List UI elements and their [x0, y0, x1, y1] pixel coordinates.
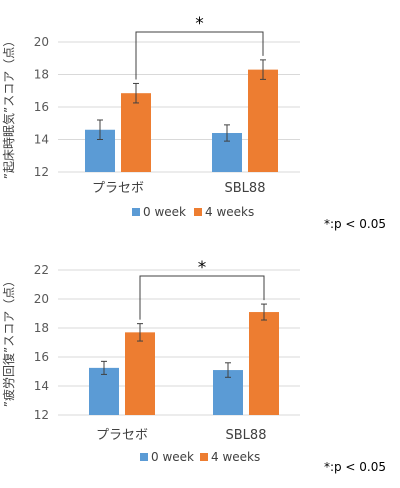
chart-2-bar-placebo-0week: [89, 367, 119, 415]
chart-2-bar-sbl88-4weeks: [249, 312, 279, 415]
chart-1-y-axis: 12 14 16 18 20: [34, 35, 49, 179]
chart-1-legend: 0 week 4 weeks: [132, 205, 254, 219]
chart-1-y-tick-16: 16: [34, 100, 49, 114]
chart-2-y-axis-label: ”疲労回復”スコア（点）: [1, 275, 16, 407]
chart-1-bracket-line: [135, 31, 264, 80]
chart-2-significance-star: *: [198, 258, 207, 278]
chart-1-bars: [85, 59, 278, 172]
chart-2-significance-note: *:p < 0.05: [324, 460, 386, 474]
chart-2-y-tick-18: 18: [34, 321, 49, 335]
chart-1-y-axis-label: ”起床時眠気”スコア（点）: [1, 35, 16, 179]
chart-1-legend-swatch-4weeks: [194, 208, 202, 216]
chart-1-bar-placebo-4weeks: [121, 93, 151, 172]
chart-2-legend-swatch-4weeks: [200, 453, 208, 461]
chart-1-significance-bracket: *: [135, 14, 264, 80]
chart-2-significance-bracket: *: [139, 258, 265, 320]
chart-2-y-tick-16: 16: [34, 350, 49, 364]
chart-2: 12 14 16 18 20 22 * ”疲労回復”スコア（点） プラセボ SBL88 0…: [1, 258, 386, 474]
chart-1-bar-sbl88-4weeks: [248, 69, 278, 172]
chart-2-bracket-line: [139, 275, 265, 320]
chart-2-y-tick-20: 20: [34, 292, 49, 306]
chart-2-y-tick-14: 14: [34, 379, 49, 393]
chart-2-legend: 0 week 4 weeks: [140, 450, 260, 464]
chart-1-significance-note: *:p < 0.05: [324, 217, 386, 231]
chart-2-y-axis: 12 14 16 18 20 22: [34, 263, 49, 422]
chart-2-y-tick-22: 22: [34, 263, 49, 277]
chart-2-bar-placebo-4weeks: [125, 332, 155, 415]
chart-1-y-tick-14: 14: [34, 133, 49, 147]
chart-1-legend-label-4weeks: 4 weeks: [205, 205, 254, 219]
chart-2-bars: [89, 303, 279, 415]
chart-1-y-tick-18: 18: [34, 68, 49, 82]
chart-2-legend-swatch-0week: [140, 453, 148, 461]
chart-2-category-label-sbl88: SBL88: [226, 428, 267, 443]
chart-1-y-tick-20: 20: [34, 35, 49, 49]
chart-1-legend-label-0week: 0 week: [143, 205, 186, 219]
chart-1-y-tick-12: 12: [34, 165, 49, 179]
chart-1-significance-star: *: [195, 14, 204, 34]
chart-2-y-tick-12: 12: [34, 408, 49, 422]
chart-2-category-label-placebo: プラセボ: [96, 428, 148, 443]
chart-2-legend-label-0week: 0 week: [151, 450, 194, 464]
chart-1-category-label-sbl88: SBL88: [225, 181, 266, 196]
chart-1-legend-swatch-0week: [132, 208, 140, 216]
chart-1: 12 14 16 18 20 * ”起床時眠気”スコア（点） プラセボ SBL88 0 …: [1, 14, 386, 231]
chart-1-category-label-placebo: プラセボ: [92, 181, 144, 196]
chart-2-legend-label-4weeks: 4 weeks: [211, 450, 260, 464]
